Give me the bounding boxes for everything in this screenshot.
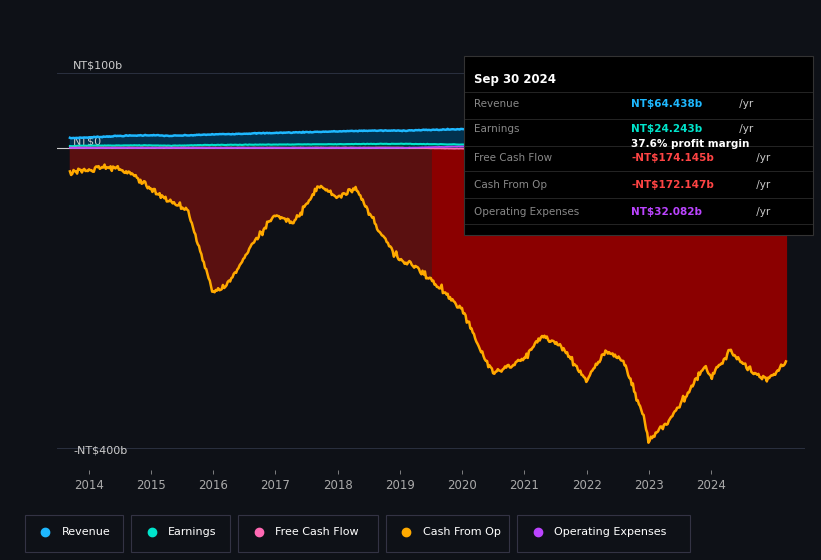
Text: -NT$174.145b: -NT$174.145b — [631, 153, 714, 163]
Text: /yr: /yr — [736, 99, 754, 109]
Text: Cash From Op: Cash From Op — [423, 527, 501, 537]
FancyBboxPatch shape — [131, 515, 230, 552]
Text: Operating Expenses: Operating Expenses — [554, 527, 667, 537]
Text: Sep 30 2024: Sep 30 2024 — [475, 73, 557, 86]
Text: -NT$400b: -NT$400b — [73, 446, 127, 456]
Text: 37.6% profit margin: 37.6% profit margin — [631, 139, 750, 149]
Text: Free Cash Flow: Free Cash Flow — [475, 153, 553, 163]
Text: NT$0: NT$0 — [73, 137, 102, 146]
FancyBboxPatch shape — [386, 515, 509, 552]
Text: Revenue: Revenue — [62, 527, 110, 537]
FancyBboxPatch shape — [464, 56, 813, 235]
Text: Free Cash Flow: Free Cash Flow — [275, 527, 359, 537]
Text: Earnings: Earnings — [168, 527, 217, 537]
Text: Cash From Op: Cash From Op — [475, 180, 548, 190]
FancyBboxPatch shape — [25, 515, 123, 552]
Text: -NT$172.147b: -NT$172.147b — [631, 180, 714, 190]
Text: NT$32.082b: NT$32.082b — [631, 207, 702, 217]
Text: Revenue: Revenue — [475, 99, 520, 109]
FancyBboxPatch shape — [517, 515, 690, 552]
Text: /yr: /yr — [754, 153, 771, 163]
Text: Earnings: Earnings — [475, 124, 520, 134]
Text: /yr: /yr — [736, 124, 754, 134]
Text: NT$24.243b: NT$24.243b — [631, 124, 703, 134]
Text: NT$100b: NT$100b — [73, 60, 123, 71]
Text: /yr: /yr — [754, 207, 771, 217]
Text: NT$64.438b: NT$64.438b — [631, 99, 703, 109]
Text: Operating Expenses: Operating Expenses — [475, 207, 580, 217]
Text: /yr: /yr — [754, 180, 771, 190]
FancyBboxPatch shape — [238, 515, 378, 552]
